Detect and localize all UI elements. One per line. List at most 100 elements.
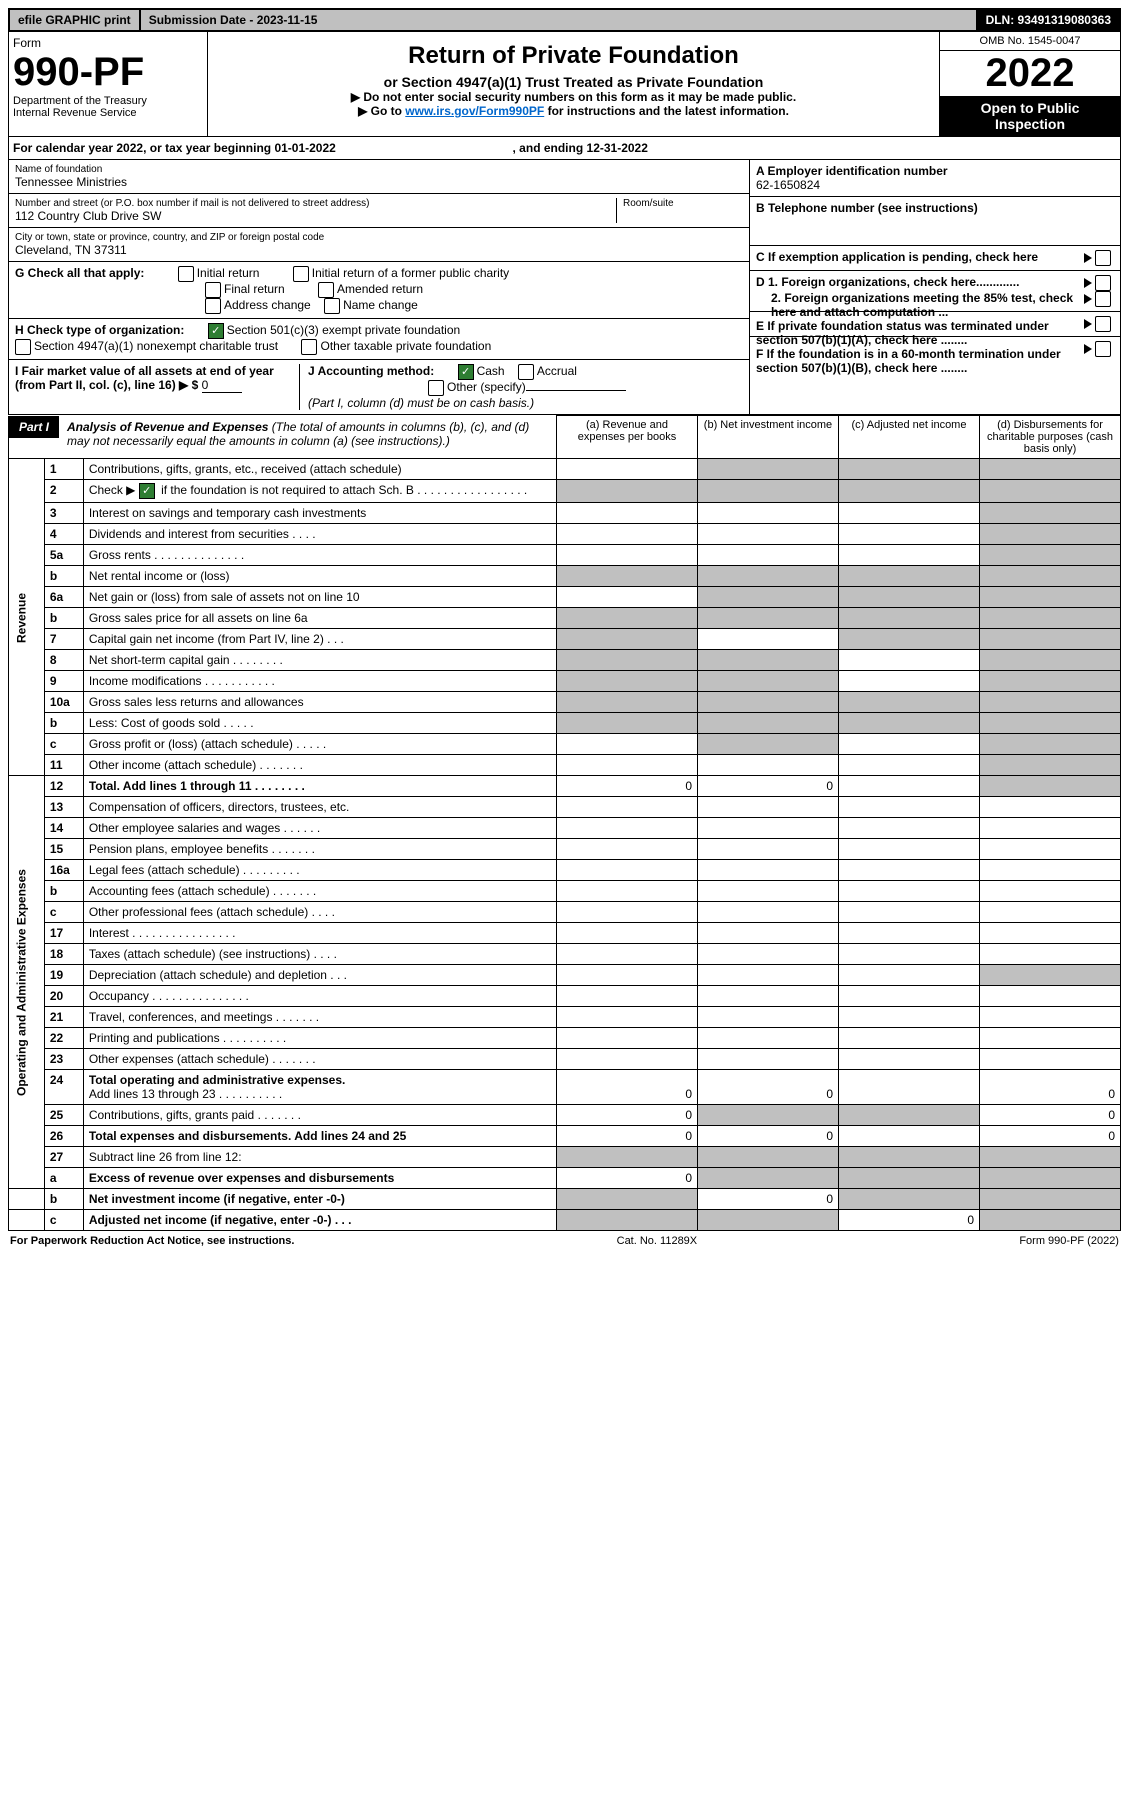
arrow-icon bbox=[1084, 319, 1092, 329]
line-num: 22 bbox=[44, 1028, 83, 1049]
amt-d: 0 bbox=[980, 1105, 1121, 1126]
top-bar: efile GRAPHIC print Submission Date - 20… bbox=[8, 8, 1121, 32]
line-num: 1 bbox=[44, 459, 83, 480]
amended-checkbox[interactable] bbox=[318, 282, 334, 298]
line-desc: Net investment income (if negative, ente… bbox=[83, 1189, 556, 1210]
amt-b: 0 bbox=[698, 1070, 839, 1105]
initial-former-checkbox[interactable] bbox=[293, 266, 309, 282]
line-desc: Net rental income or (loss) bbox=[83, 566, 556, 587]
amt-c: 0 bbox=[839, 1210, 980, 1231]
name-label: Name of foundation bbox=[15, 164, 743, 175]
tax-year: 2022 bbox=[940, 51, 1120, 96]
col-d-header: (d) Disbursements for charitable purpose… bbox=[980, 416, 1121, 459]
line-desc: Pension plans, employee benefits . . . .… bbox=[83, 839, 556, 860]
name-change-label: Name change bbox=[343, 298, 418, 312]
omb-number: OMB No. 1545-0047 bbox=[940, 32, 1120, 51]
line-desc: Interest on savings and temporary cash i… bbox=[83, 503, 556, 524]
arrow-icon bbox=[1084, 294, 1092, 304]
part1-title: Analysis of Revenue and Expenses bbox=[67, 420, 268, 434]
line-desc: Gross profit or (loss) (attach schedule)… bbox=[83, 734, 556, 755]
line-num: 9 bbox=[44, 671, 83, 692]
other-taxable-checkbox[interactable] bbox=[301, 339, 317, 355]
note1: ▶ Do not enter social security numbers o… bbox=[214, 90, 933, 104]
schb-checkbox[interactable]: ✓ bbox=[139, 483, 155, 499]
irs-link[interactable]: www.irs.gov/Form990PF bbox=[405, 104, 544, 118]
c-label: C If exemption application is pending, c… bbox=[756, 250, 1066, 264]
line-desc: Net short-term capital gain . . . . . . … bbox=[83, 650, 556, 671]
line-desc: Excess of revenue over expenses and disb… bbox=[83, 1168, 556, 1189]
address-change-checkbox[interactable] bbox=[205, 298, 221, 314]
line-num: 25 bbox=[44, 1105, 83, 1126]
cal-end: , and ending 12-31-2022 bbox=[513, 141, 648, 155]
line-num: b bbox=[44, 1189, 83, 1210]
line-num: a bbox=[44, 1168, 83, 1189]
c-checkbox[interactable] bbox=[1095, 250, 1111, 266]
line-desc: Total. Add lines 1 through 11 . . . . . … bbox=[83, 776, 556, 797]
line-num: 4 bbox=[44, 524, 83, 545]
line-desc: Other employee salaries and wages . . . … bbox=[83, 818, 556, 839]
tel-label: B Telephone number (see instructions) bbox=[756, 201, 1114, 215]
amt-d: 0 bbox=[980, 1126, 1121, 1147]
line-num: 8 bbox=[44, 650, 83, 671]
d1-checkbox[interactable] bbox=[1095, 275, 1111, 291]
page-subtitle: or Section 4947(a)(1) Trust Treated as P… bbox=[214, 74, 933, 90]
initial-former-label: Initial return of a former public charit… bbox=[312, 266, 509, 280]
note2b: for instructions and the latest informat… bbox=[544, 104, 789, 118]
f-checkbox[interactable] bbox=[1095, 341, 1111, 357]
amt-a: 0 bbox=[557, 1105, 698, 1126]
line-num: 15 bbox=[44, 839, 83, 860]
accrual-label: Accrual bbox=[537, 364, 577, 378]
foundation-name: Tennessee Ministries bbox=[15, 175, 743, 189]
line-num: 11 bbox=[44, 755, 83, 776]
calendar-year-row: For calendar year 2022, or tax year begi… bbox=[8, 137, 1121, 160]
line-desc: Gross rents . . . . . . . . . . . . . . bbox=[83, 545, 556, 566]
cal-begin: For calendar year 2022, or tax year begi… bbox=[13, 141, 336, 155]
col-b-header: (b) Net investment income bbox=[698, 416, 839, 459]
fmv-value: 0 bbox=[202, 378, 242, 393]
line-num: 14 bbox=[44, 818, 83, 839]
name-change-checkbox[interactable] bbox=[324, 298, 340, 314]
efile-label[interactable]: efile GRAPHIC print bbox=[10, 10, 141, 30]
amended-label: Amended return bbox=[337, 282, 423, 296]
line-desc: Other professional fees (attach schedule… bbox=[83, 902, 556, 923]
line-num: 20 bbox=[44, 986, 83, 1007]
line-desc: Interest . . . . . . . . . . . . . . . . bbox=[83, 923, 556, 944]
col-a-header: (a) Revenue and expenses per books bbox=[557, 416, 698, 459]
other-taxable-label: Other taxable private foundation bbox=[320, 339, 491, 353]
initial-return-checkbox[interactable] bbox=[178, 266, 194, 282]
cash-checkbox[interactable]: ✓ bbox=[458, 364, 474, 380]
d2-checkbox[interactable] bbox=[1095, 291, 1111, 307]
e-checkbox[interactable] bbox=[1095, 316, 1111, 332]
amt-a: 0 bbox=[557, 1070, 698, 1105]
4947-label: Section 4947(a)(1) nonexempt charitable … bbox=[34, 339, 278, 353]
line-num: 7 bbox=[44, 629, 83, 650]
amt-a: 0 bbox=[557, 776, 698, 797]
initial-return-label: Initial return bbox=[197, 266, 260, 280]
addr-label: Number and street (or P.O. box number if… bbox=[15, 198, 616, 209]
line-num: 6a bbox=[44, 587, 83, 608]
accrual-checkbox[interactable] bbox=[518, 364, 534, 380]
line-desc: Total expenses and disbursements. Add li… bbox=[83, 1126, 556, 1147]
j-label: J Accounting method: bbox=[308, 364, 434, 378]
4947-checkbox[interactable] bbox=[15, 339, 31, 355]
line-num: 13 bbox=[44, 797, 83, 818]
open-public: Open to Public Inspection bbox=[940, 96, 1120, 136]
final-return-checkbox[interactable] bbox=[205, 282, 221, 298]
form-label: Form bbox=[13, 36, 203, 50]
line-desc: Compensation of officers, directors, tru… bbox=[83, 797, 556, 818]
line-desc: Dividends and interest from securities .… bbox=[83, 524, 556, 545]
revenue-side-label: Revenue bbox=[9, 459, 45, 776]
cat-no: Cat. No. 11289X bbox=[617, 1235, 698, 1247]
f-label: F If the foundation is in a 60-month ter… bbox=[756, 347, 1061, 375]
line-desc: Capital gain net income (from Part IV, l… bbox=[83, 629, 556, 650]
amt-a: 0 bbox=[557, 1126, 698, 1147]
g-label: G Check all that apply: bbox=[15, 266, 144, 280]
cash-label: Cash bbox=[477, 364, 505, 378]
line-desc: Legal fees (attach schedule) . . . . . .… bbox=[83, 860, 556, 881]
line-num: b bbox=[44, 713, 83, 734]
line-desc2: Add lines 13 through 23 . . . . . . . . … bbox=[89, 1087, 282, 1101]
501c3-checkbox[interactable]: ✓ bbox=[208, 323, 224, 339]
amt-b: 0 bbox=[698, 776, 839, 797]
line-num: 2 bbox=[44, 480, 83, 503]
other-method-checkbox[interactable] bbox=[428, 380, 444, 396]
